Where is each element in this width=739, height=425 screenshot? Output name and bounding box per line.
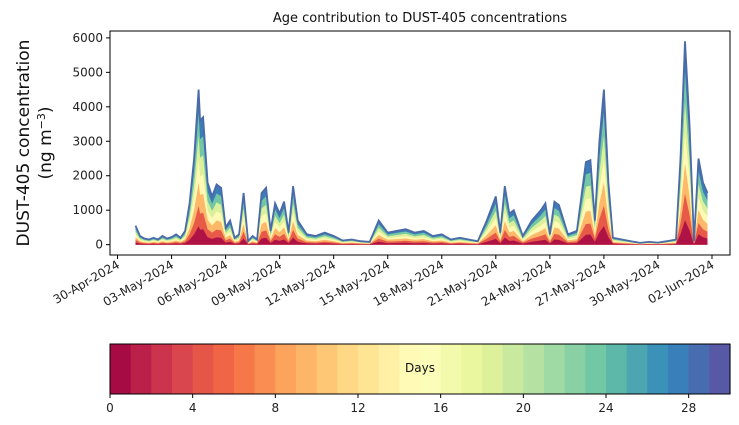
- colorbar-band: [234, 344, 256, 394]
- total-concentration-line: [134, 41, 709, 244]
- colorbar-tick-label: 12: [350, 401, 365, 415]
- colorbar-band: [337, 344, 359, 394]
- svg-text:DUST-405 concentration: DUST-405 concentration: [14, 40, 34, 247]
- y-axis: 0 1000 2000 3000 4000 5000 6000: [72, 31, 110, 252]
- colorbar-band: [151, 344, 173, 394]
- colorbar-band: [606, 344, 628, 394]
- age-band-area: [135, 220, 708, 245]
- colorbar-tick-label: 16: [433, 401, 448, 415]
- y-axis-label-unit: (ng m: [36, 129, 56, 179]
- plot-frame: [109, 30, 731, 256]
- colorbar-tick-label: 8: [272, 401, 280, 415]
- colorbar-band: [523, 344, 545, 394]
- colorbar-band: [585, 344, 607, 394]
- colorbar-band: [668, 344, 690, 394]
- x-axis: 30-Apr-202403-May-202406-May-202409-May-…: [51, 255, 716, 309]
- colorbar-band: [420, 344, 442, 394]
- y-tick-label: 2000: [72, 169, 103, 183]
- chart-title: Age contribution to DUST-405 concentrati…: [273, 11, 568, 26]
- colorbar-label: Days: [405, 361, 435, 375]
- age-bands: [135, 41, 708, 245]
- colorbar-band: [482, 344, 504, 394]
- y-axis-label-close: ): [36, 106, 56, 113]
- colorbar-band: [192, 344, 214, 394]
- y-tick-label: 6000: [72, 31, 103, 45]
- colorbar-band: [254, 344, 276, 394]
- colorbar-band: [647, 344, 669, 394]
- colorbar-frame: [109, 343, 731, 395]
- colorbar-band: [709, 344, 731, 394]
- colorbar-band: [316, 344, 338, 394]
- y-axis-label-sup: −3: [35, 113, 48, 129]
- colorbar-axis: 0 4 8 12 16 20 24 28: [106, 394, 696, 415]
- colorbar-band: [461, 344, 483, 394]
- colorbar-band: [275, 344, 297, 394]
- colorbar-band: [213, 344, 235, 394]
- y-tick-label: 3000: [72, 134, 103, 148]
- colorbar-band: [378, 344, 400, 394]
- y-tick-label: 5000: [72, 65, 103, 79]
- colorbar-band: [172, 344, 194, 394]
- colorbar-band: [502, 344, 524, 394]
- colorbar-tick-label: 4: [189, 401, 197, 415]
- colorbar-band: [358, 344, 380, 394]
- colorbar-band: [110, 344, 132, 394]
- colorbar-band: [544, 344, 566, 394]
- colorbar-band: [626, 344, 648, 394]
- colorbar: [109, 343, 731, 395]
- y-tick-label: 0: [95, 238, 103, 252]
- colorbar-tick-label: 28: [681, 401, 696, 415]
- colorbar-band: [440, 344, 462, 394]
- colorbar-band: [564, 344, 586, 394]
- colorbar-band: [296, 344, 318, 394]
- colorbar-tick-label: 24: [598, 401, 613, 415]
- y-tick-label: 1000: [72, 203, 103, 217]
- svg-text:(ng m−3): (ng m−3): [35, 106, 57, 179]
- y-axis-label: DUST-405 concentration (ng m−3): [14, 40, 56, 247]
- y-axis-label-line1: DUST-405 concentration: [14, 40, 34, 247]
- colorbar-band: [688, 344, 710, 394]
- colorbar-band: [399, 344, 421, 394]
- colorbar-band: [130, 344, 152, 394]
- colorbar-tick-label: 0: [106, 401, 114, 415]
- y-tick-label: 4000: [72, 100, 103, 114]
- colorbar-tick-label: 20: [516, 401, 531, 415]
